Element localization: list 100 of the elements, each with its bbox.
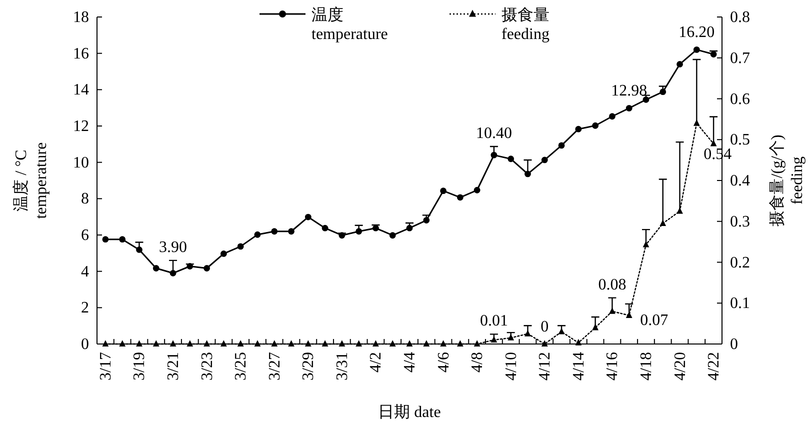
point [136,340,142,347]
point [541,156,548,164]
x-tick-label: 3/17 [97,352,114,380]
x-tick-label: 4/8 [469,352,486,372]
x-tick-label: 3/19 [131,352,148,380]
point [170,340,176,347]
data-label: 0 [540,318,549,336]
point [693,46,700,53]
y2-tick-label: 0.6 [730,90,750,108]
data-label: 16.20 [678,24,715,42]
x-tick-label: 3/23 [198,352,216,380]
point [152,340,160,347]
point [676,61,683,68]
y-tick-label: 4 [81,263,89,280]
point [288,228,294,235]
point [558,142,565,149]
x-tick-label: 4/22 [706,352,723,380]
y-tick-label: 16 [73,45,89,62]
y-tick-label: 8 [81,190,89,208]
y2-tick-label: 0.2 [730,254,750,272]
point [541,340,548,347]
data-label: 0.01 [480,312,508,330]
y2-tick-label: 0.8 [730,9,750,26]
point [440,340,446,347]
point [508,156,514,162]
point [356,340,362,347]
point [288,340,294,347]
point [102,340,109,347]
x-tick-label: 4/6 [435,352,452,372]
y-tick-label: 14 [73,82,89,99]
x-tick-label: 3/29 [300,352,318,380]
point [389,232,396,239]
legend-label: 摄食量 feeding [502,6,550,43]
point [592,122,599,129]
x-tick-label: 4/10 [502,352,520,380]
point [304,340,312,347]
x-axis-title: 日期 date [378,403,441,421]
point [237,340,244,347]
y2-axis-title: 摄食量/(g/个) feeding [768,134,806,226]
point [254,231,261,238]
point [220,340,227,347]
x-tick-label: 4/20 [672,352,689,380]
x-tick-label: 3/27 [266,352,284,380]
point [304,214,312,220]
y-tick-label: 2 [81,300,89,317]
y-tick-label: 18 [73,9,89,26]
y-tick-label: 0 [81,336,89,353]
data-label: 3.90 [159,238,188,256]
y2-tick-label: 0 [730,336,738,353]
point [575,126,582,132]
data-label: 10.40 [476,125,512,142]
y-tick-label: 12 [73,118,89,135]
point [152,265,160,272]
point [119,340,126,347]
point [406,340,413,347]
point [456,194,464,201]
x-tick-label: 3/31 [334,352,351,380]
x-tick-label: 3/21 [165,352,182,380]
y2-tick-label: 0.4 [730,172,750,190]
point [271,340,278,347]
point [440,188,446,194]
y2-tick-label: 0.7 [730,50,750,67]
point [609,113,616,120]
point [456,340,464,347]
point [220,250,227,257]
point [271,228,278,235]
y-tick-label: 6 [81,227,89,244]
point [423,340,430,347]
point [338,340,346,347]
x-tick-label: 4/14 [570,352,588,380]
data-label: 0.07 [640,312,668,329]
point [626,104,632,112]
point [254,340,261,347]
point [119,236,126,243]
point [474,340,480,347]
y-tick-label: 10 [73,154,89,172]
x-tick-label: 3/25 [232,352,250,380]
y2-tick-label: 0.5 [730,132,750,149]
point [474,186,480,194]
point [237,243,244,250]
point [389,340,396,347]
point [204,265,210,272]
x-tick-label: 4/18 [638,352,655,380]
data-label: 0.08 [598,276,626,294]
point [102,236,109,243]
y-axis-title: 温度 / °C temperature [12,142,50,219]
point [186,340,194,347]
y2-tick-label: 0.1 [730,295,750,312]
x-tick-label: 4/12 [536,352,554,380]
x-tick-label: 4/4 [402,352,418,372]
y2-tick-label: 0.3 [730,213,750,230]
x-tick-label: 4/16 [604,352,622,380]
point [322,340,328,347]
point [204,340,210,347]
point [372,340,379,347]
point [575,338,582,346]
legend-label: 温度 temperature [312,6,388,43]
point [322,224,328,232]
data-label: 12.98 [611,82,648,100]
x-tick-label: 4/2 [368,352,385,372]
